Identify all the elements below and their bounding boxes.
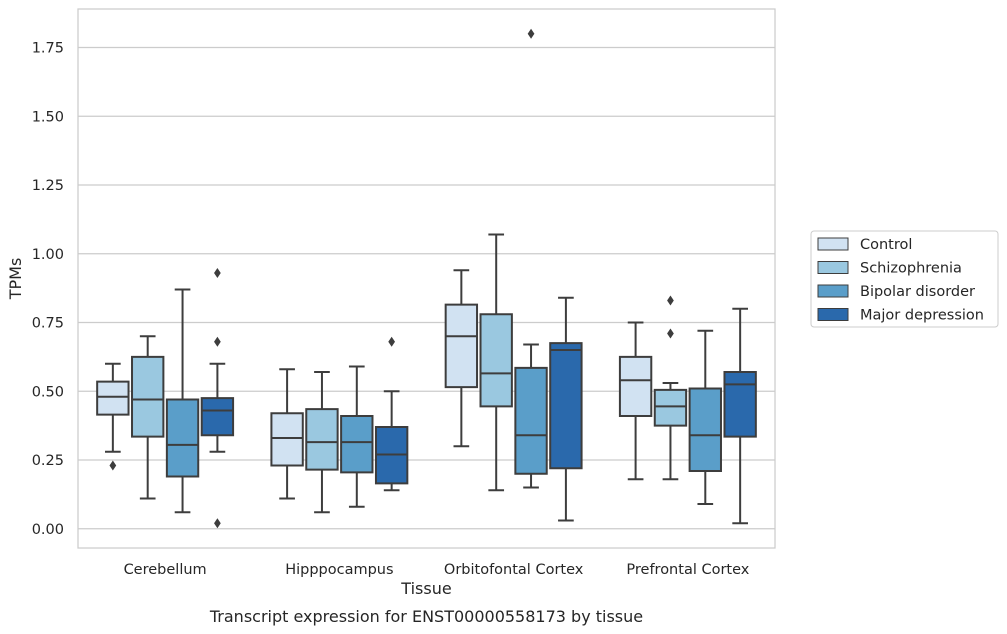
outlier-point [667,295,674,306]
box-major-depression [723,307,757,525]
box-control [270,368,304,500]
box-major-depression [549,296,583,522]
outlier-point [214,336,221,347]
y-tick-label: 1.00 [32,247,64,263]
box-iqr [270,412,304,467]
legend-label: Schizophrenia [860,261,962,277]
y-tick-label: 1.75 [32,41,64,57]
y-axis-label: TPMs [6,258,25,301]
box-iqr [165,398,200,478]
y-tick-label: 1.25 [32,178,64,194]
y-tick-labels: 0.00 0.25 0.50 0.75 1.00 1.25 1.50 1.75 [32,41,64,538]
box-iqr [618,355,653,417]
box-control [444,269,479,448]
legend-label: Control [860,237,912,253]
box-major-depression [200,267,235,529]
box-iqr [479,313,513,408]
box-bipolar-disorder [165,288,200,514]
legend-swatch [817,308,849,321]
box-major-depression [374,336,409,492]
x-tick-label: Cerebellum [124,562,207,578]
box-iqr [96,380,130,416]
outlier-point [388,336,396,347]
legend-label: Major depression [860,308,984,324]
y-tick-label: 0.75 [32,316,64,332]
y-tick-label: 0.50 [32,384,64,400]
outlier-point [527,28,535,39]
box-iqr [200,397,235,437]
outlier-point [214,518,221,529]
x-axis-label: Tissue [400,579,451,598]
box-bipolar-disorder [514,28,548,489]
box-control [618,321,653,481]
legend-frame [810,230,999,328]
box-schizophrenia [131,335,165,500]
box-bipolar-disorder [688,329,722,505]
x-tick-label: Orbitofontal Cortex [444,562,584,578]
legend-label: Bipolar disorder [860,284,975,300]
legend-swatch [817,261,849,274]
plot-frame [77,8,776,549]
box-iqr [549,342,583,470]
x-tick-labels: Cerebellum Hipppocampus Orbitofontal Corte… [124,562,750,578]
box-schizophrenia [653,295,688,481]
outlier-point [214,267,221,279]
box-bipolar-disorder [340,365,374,508]
y-tick-label: 1.50 [32,109,64,125]
box-iqr [723,371,757,438]
box-iqr [305,408,339,471]
box-schizophrenia [305,371,339,514]
plot-boxes [96,28,757,529]
box-iqr [340,415,374,474]
outlier-point [667,328,674,339]
legend-swatch [817,284,849,298]
x-tick-label: Hipppocampus [285,562,393,578]
legend-swatch [817,237,849,251]
chart-caption: Transcript expression for ENST0000055817… [209,607,643,626]
box-iqr [131,355,165,438]
box-iqr [514,366,548,475]
legend: Control Schizophrenia Bipolar disorder Majo… [810,230,999,328]
x-tick-label: Prefrontal Cortex [626,562,749,578]
box-control [96,362,130,471]
box-iqr [444,303,479,389]
box-schizophrenia [479,233,513,492]
y-tick-label: 0.25 [32,453,64,469]
box-iqr [653,388,688,427]
box-iqr [688,387,722,472]
outlier-point [109,460,117,471]
y-tick-label: 0.00 [32,522,64,538]
